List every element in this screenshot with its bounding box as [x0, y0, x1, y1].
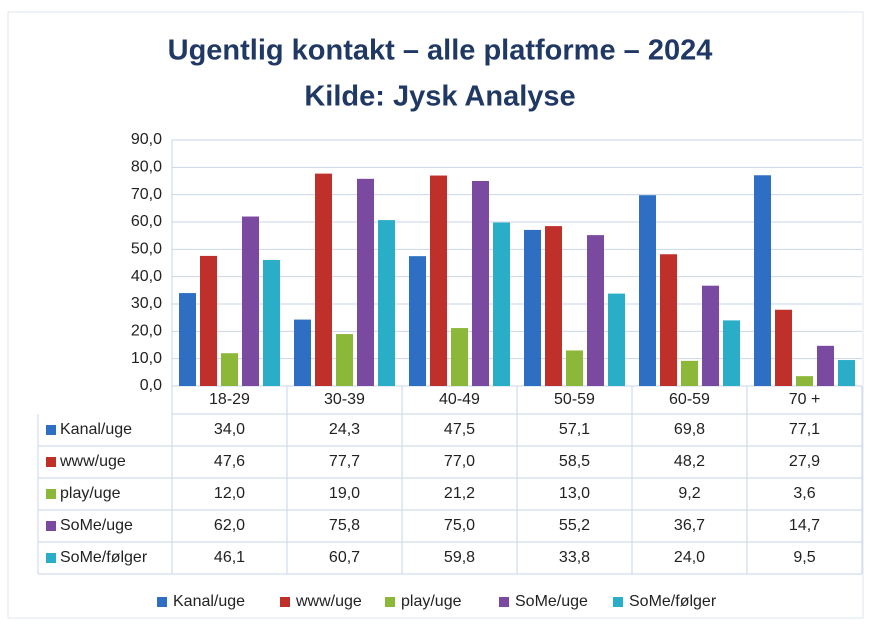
table-value: 3,6	[793, 485, 815, 502]
table-value: 57,1	[559, 421, 590, 438]
legend-label: SoMe/uge	[515, 593, 588, 610]
bar	[796, 376, 813, 386]
table-value: 77,1	[789, 421, 820, 438]
table-row-label: play/uge	[60, 485, 121, 502]
y-tick-label: 90,0	[131, 131, 162, 148]
legend-label: www/uge	[295, 593, 362, 610]
legend-label: play/uge	[401, 593, 462, 610]
legend-label: SoMe/følger	[629, 593, 717, 610]
x-tick-label: 50-59	[554, 391, 595, 408]
table-row-label: Kanal/uge	[60, 421, 132, 438]
bar	[639, 195, 656, 386]
table-value: 47,5	[444, 421, 475, 438]
table-value: 19,0	[329, 485, 360, 502]
bar	[754, 175, 771, 386]
bar	[294, 319, 311, 386]
bar	[378, 220, 395, 386]
table-value: 77,7	[329, 453, 360, 470]
bar	[179, 293, 196, 386]
table-value: 13,0	[559, 485, 590, 502]
bar	[702, 285, 719, 386]
table-value: 34,0	[214, 421, 245, 438]
bar	[723, 320, 740, 386]
bar	[357, 178, 374, 386]
bar	[545, 226, 562, 386]
y-tick-label: 40,0	[131, 268, 162, 285]
chart-title: Ugentlig kontakt – alle platforme – 2024	[168, 35, 713, 67]
table-value: 62,0	[214, 517, 245, 534]
table-value: 55,2	[559, 517, 590, 534]
table-row-label: www/uge	[59, 453, 126, 470]
table-value: 27,9	[789, 453, 820, 470]
chart-subtitle: Kilde: Jysk Analyse	[304, 81, 575, 113]
bar	[200, 255, 217, 386]
table-value: 24,3	[329, 421, 360, 438]
table-value: 58,5	[559, 453, 590, 470]
table-row-label: SoMe/uge	[60, 517, 133, 534]
table-value: 60,7	[329, 549, 360, 566]
bar	[524, 229, 541, 386]
legend-key	[613, 597, 623, 607]
legend-label: Kanal/uge	[173, 593, 245, 610]
bar	[242, 216, 259, 386]
bar	[472, 181, 489, 386]
bar	[336, 334, 353, 386]
table-value: 24,0	[674, 549, 705, 566]
table-legend-key	[46, 457, 56, 467]
y-tick-label: 0,0	[140, 377, 162, 394]
table-value: 9,5	[793, 549, 815, 566]
bar	[660, 254, 677, 386]
table-value: 47,6	[214, 453, 245, 470]
x-tick-label: 30-39	[324, 391, 365, 408]
table-value: 48,2	[674, 453, 705, 470]
bar	[587, 235, 604, 386]
table-value: 14,7	[789, 517, 820, 534]
table-value: 69,8	[674, 421, 705, 438]
bar	[409, 256, 426, 386]
bar	[315, 173, 332, 386]
table-value: 75,8	[329, 517, 360, 534]
table-value: 59,8	[444, 549, 475, 566]
table-value: 75,0	[444, 517, 475, 534]
legend-key	[157, 597, 167, 607]
table-value: 21,2	[444, 485, 475, 502]
table-value: 46,1	[214, 549, 245, 566]
table-legend-key	[46, 553, 56, 563]
x-tick-label: 60-59	[669, 391, 710, 408]
table-value: 9,2	[678, 485, 700, 502]
table-value: 12,0	[214, 485, 245, 502]
table-value: 33,8	[559, 549, 590, 566]
bar	[263, 259, 280, 386]
bar	[838, 360, 855, 386]
bar	[608, 293, 625, 386]
table-legend-key	[46, 489, 56, 499]
bar	[221, 353, 238, 386]
x-tick-label: 40-49	[439, 391, 480, 408]
bar	[493, 222, 510, 386]
x-tick-label: 70 +	[789, 391, 821, 408]
table-row-label: SoMe/følger	[60, 549, 148, 566]
x-tick-label: 18-29	[209, 391, 250, 408]
y-tick-label: 80,0	[131, 159, 162, 176]
bar	[566, 350, 583, 386]
bar	[775, 309, 792, 386]
bar	[430, 175, 447, 386]
y-tick-label: 60,0	[131, 213, 162, 230]
bar	[817, 345, 834, 386]
legend-key	[385, 597, 395, 607]
table-legend-key	[46, 521, 56, 531]
bar	[451, 328, 468, 386]
y-tick-label: 30,0	[131, 295, 162, 312]
table-legend-key	[46, 425, 56, 435]
bar	[681, 360, 698, 386]
y-tick-label: 50,0	[131, 241, 162, 258]
y-tick-label: 70,0	[131, 186, 162, 203]
table-value: 36,7	[674, 517, 705, 534]
legend-key	[280, 597, 290, 607]
y-tick-label: 10,0	[131, 350, 162, 367]
y-tick-label: 20,0	[131, 323, 162, 340]
table-value: 77,0	[444, 453, 475, 470]
legend-key	[499, 597, 509, 607]
